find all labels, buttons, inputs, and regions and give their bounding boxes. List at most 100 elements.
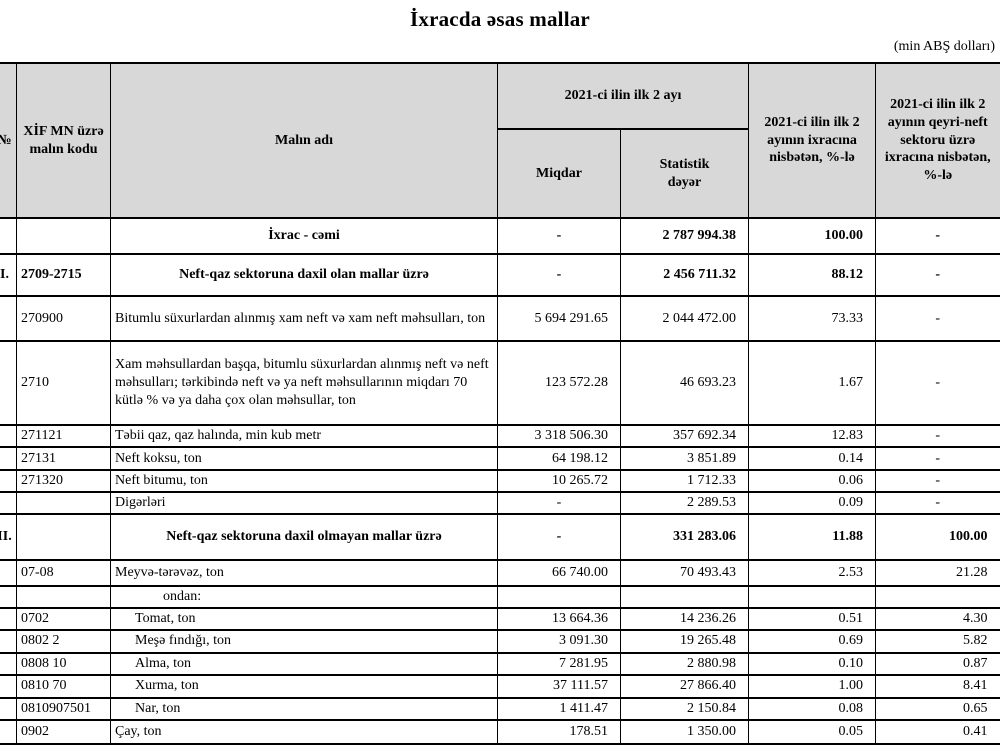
table-row: 27131 Neft koksu, ton 64 198.12 3 851.89 0.1… — [0, 446, 1000, 471]
cell-share-total: 0.14 — [748, 446, 876, 471]
cell-stat-value: 2 787 994.38 — [620, 217, 749, 255]
table-row: 271320 Neft bitumu, ton 10 265.72 1 712.33 0… — [0, 469, 1000, 493]
cell-quantity: - — [497, 217, 621, 255]
cell-share-total: 0.09 — [748, 491, 876, 515]
cell-quantity: 37 111.57 — [497, 673, 621, 699]
cell-stat-value: 14 236.26 — [620, 606, 749, 631]
export-table-container: № XİF MN üzrə malın kodu Malın adı 2021-… — [0, 62, 1000, 745]
cell-share-total: 100.00 — [748, 217, 876, 255]
header-stat-value-label: Statistik dəyər — [659, 156, 710, 190]
table-row: İxrac - cəmi -2 787 994.38 100.00- — [0, 217, 1000, 255]
cell-no — [0, 340, 17, 426]
cell-no — [0, 424, 17, 448]
table-row: 271121 Təbii qaz, qaz halında, min kub me… — [0, 424, 1000, 448]
table-row: 0810907501 Nar, ton 1 411.47 2 150.84 0.08 0.… — [0, 696, 1000, 721]
cell-stat-value: 331 283.06 — [620, 513, 749, 561]
cell-code: 27131 — [16, 446, 111, 471]
cell-quantity: 3 318 506.30 — [497, 424, 621, 448]
cell-no — [0, 673, 17, 699]
cell-stat-value: 19 265.48 — [620, 628, 749, 654]
cell-code: 07-08 — [16, 559, 111, 587]
cell-stat-value: 2 044 472.00 — [620, 295, 749, 342]
cell-stat-value: 70 493.43 — [620, 559, 749, 587]
cell-share-total: 11.88 — [748, 513, 876, 561]
cell-share-total: 0.08 — [748, 696, 876, 721]
cell-share-total: 0.69 — [748, 628, 876, 654]
cell-no — [0, 606, 17, 631]
cell-name: Alma, ton — [110, 651, 498, 676]
cell-code: 0810907501 — [16, 696, 111, 721]
cell-share-nonoil: 21.28 — [875, 559, 1000, 587]
cell-stat-value: 1 350.00 — [620, 718, 749, 745]
cell-quantity: 7 281.95 — [497, 651, 621, 676]
cell-quantity: 13 664.36 — [497, 606, 621, 631]
header-row-group: № XİF MN üzrə malın kodu Malın adı 2021-… — [0, 62, 1000, 219]
table-row: ondan: — [0, 585, 1000, 609]
table-row: 2710 Xam məhsullardan başqa, bitumlu süxu… — [0, 340, 1000, 426]
cell-code: 271121 — [16, 424, 111, 448]
cell-no — [0, 696, 17, 721]
cell-share-nonoil: - — [875, 491, 1000, 515]
cell-share-nonoil: - — [875, 295, 1000, 342]
cell-code: 0810 70 — [16, 673, 111, 699]
cell-code: 270900 — [16, 295, 111, 342]
cell-code: 2709-2715 — [16, 253, 111, 297]
table-body: İxrac - cəmi -2 787 994.38 100.00- I. 2709-2… — [0, 217, 1000, 745]
export-table: № XİF MN üzrə malın kodu Malın adı 2021-… — [0, 62, 1000, 745]
cell-share-total: 0.10 — [748, 651, 876, 676]
header-period-group: 2021-ci ilin ilk 2 ayı — [497, 62, 749, 130]
table-row: II. Neft-qaz sektoruna daxil olmayan mall… — [0, 513, 1000, 561]
cell-name: Təbii qaz, qaz halında, min kub metr — [110, 424, 498, 448]
cell-quantity: - — [497, 491, 621, 515]
header-share-total: 2021-ci ilin ilk 2 ayının ixracına nisbə… — [748, 62, 876, 219]
cell-share-nonoil: 0.87 — [875, 651, 1000, 676]
cell-name: Bitumlu süxurlardan alınmış xam neft və … — [110, 295, 498, 342]
table-row: 0902 Çay, ton 178.51 1 350.00 0.05 0.41 — [0, 718, 1000, 745]
cell-share-total: 1.00 — [748, 673, 876, 699]
cell-name: Neft-qaz sektoruna daxil olmayan mallar … — [110, 513, 498, 561]
cell-code: 0808 10 — [16, 651, 111, 676]
table-row: 0702 Tomat, ton 13 664.36 14 236.26 0.51 4.30 — [0, 606, 1000, 631]
cell-stat-value: 357 692.34 — [620, 424, 749, 448]
cell-no: I. — [0, 253, 17, 297]
cell-quantity: 5 694 291.65 — [497, 295, 621, 342]
cell-no — [0, 446, 17, 471]
cell-no — [0, 651, 17, 676]
cell-name: Digərləri — [110, 491, 498, 515]
cell-share-nonoil: - — [875, 340, 1000, 426]
cell-stat-value: 2 880.98 — [620, 651, 749, 676]
cell-no — [0, 469, 17, 493]
cell-quantity: 1 411.47 — [497, 696, 621, 721]
header-quantity: Miqdar — [497, 128, 621, 219]
cell-share-total: 0.06 — [748, 469, 876, 493]
cell-stat-value: 2 289.53 — [620, 491, 749, 515]
table-header: № XİF MN üzrə malın kodu Malın adı 2021-… — [0, 62, 1000, 219]
cell-quantity: 123 572.28 — [497, 340, 621, 426]
cell-code: 0802 2 — [16, 628, 111, 654]
header-stat-value: Statistik dəyər — [620, 128, 749, 219]
cell-quantity: - — [497, 513, 621, 561]
cell-stat-value — [620, 585, 749, 609]
cell-no — [0, 718, 17, 745]
cell-name: ondan: — [110, 585, 498, 609]
header-no: № — [0, 62, 17, 219]
table-row: 0810 70 Xurma, ton 37 111.57 27 866.40 1.00 8… — [0, 673, 1000, 699]
cell-code — [16, 513, 111, 561]
cell-name: Neft bitumu, ton — [110, 469, 498, 493]
cell-share-nonoil: - — [875, 446, 1000, 471]
cell-quantity: - — [497, 253, 621, 297]
cell-no — [0, 559, 17, 587]
cell-share-nonoil — [875, 585, 1000, 609]
cell-name: Neft-qaz sektoruna daxil olan mallar üzr… — [110, 253, 498, 297]
table-row: Digərləri -2 289.53 0.09- — [0, 491, 1000, 515]
cell-no — [0, 628, 17, 654]
cell-share-nonoil: - — [875, 217, 1000, 255]
table-row: I. 2709-2715 Neft-qaz sektoruna daxil olan… — [0, 253, 1000, 297]
cell-share-nonoil: 5.82 — [875, 628, 1000, 654]
page-title: İxracda əsas mallar — [410, 7, 590, 31]
cell-name: Meyvə-tərəvəz, ton — [110, 559, 498, 587]
cell-share-total: 0.05 — [748, 718, 876, 745]
cell-share-total: 73.33 — [748, 295, 876, 342]
cell-name: İxrac - cəmi — [110, 217, 498, 255]
cell-code: 2710 — [16, 340, 111, 426]
